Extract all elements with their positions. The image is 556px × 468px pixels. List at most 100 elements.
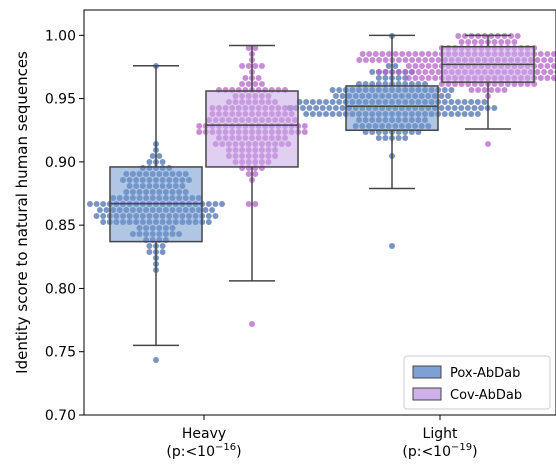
data-point bbox=[488, 87, 495, 93]
data-point bbox=[491, 39, 498, 45]
data-point bbox=[405, 75, 412, 81]
data-point bbox=[93, 213, 100, 219]
y-tick-label: 0.75 bbox=[45, 345, 76, 361]
data-point bbox=[428, 57, 435, 63]
data-point bbox=[455, 99, 461, 105]
x-tick-sublabel: (p:<10−16) bbox=[166, 442, 241, 460]
data-point bbox=[419, 51, 425, 57]
data-point bbox=[205, 201, 212, 207]
data-point bbox=[100, 219, 107, 225]
data-point bbox=[409, 69, 416, 75]
data-point bbox=[303, 111, 310, 117]
data-point bbox=[471, 105, 478, 111]
data-point bbox=[369, 57, 376, 63]
data-point bbox=[544, 51, 551, 57]
data-point bbox=[159, 249, 166, 255]
data-point bbox=[448, 99, 455, 105]
data-point bbox=[252, 63, 259, 69]
legend-swatch bbox=[412, 365, 442, 379]
data-point bbox=[212, 213, 219, 219]
data-point bbox=[422, 57, 429, 63]
data-point bbox=[409, 57, 416, 63]
data-point bbox=[202, 207, 209, 213]
legend-label: Cov-AbDab bbox=[450, 388, 522, 403]
data-point bbox=[514, 33, 521, 39]
data-point bbox=[461, 111, 468, 117]
data-point bbox=[245, 63, 252, 69]
data-point bbox=[375, 75, 382, 81]
data-point bbox=[379, 51, 386, 57]
data-point bbox=[309, 99, 316, 105]
data-point bbox=[422, 69, 429, 75]
y-tick-label: 1.00 bbox=[45, 28, 76, 44]
x-tick-sublabel: (p:<10−19) bbox=[402, 442, 477, 460]
data-point bbox=[385, 63, 392, 69]
y-tick-label: 0.90 bbox=[45, 155, 76, 171]
data-point bbox=[412, 75, 419, 81]
data-point bbox=[455, 33, 462, 39]
data-point bbox=[326, 105, 333, 111]
data-point bbox=[547, 69, 554, 75]
data-point bbox=[474, 111, 481, 117]
data-point bbox=[471, 39, 478, 45]
data-point bbox=[332, 105, 339, 111]
data-point bbox=[392, 51, 399, 57]
data-point bbox=[395, 69, 402, 75]
legend-label: Pox-AbDab bbox=[450, 366, 520, 381]
data-point bbox=[336, 87, 343, 93]
data-point bbox=[458, 39, 465, 45]
data-point bbox=[100, 213, 107, 219]
data-point bbox=[402, 69, 409, 75]
data-point bbox=[87, 201, 93, 207]
data-point bbox=[242, 75, 249, 81]
data-point bbox=[494, 87, 501, 93]
data-point bbox=[425, 63, 432, 69]
y-tick-label: 0.70 bbox=[45, 408, 76, 424]
data-point bbox=[356, 57, 363, 63]
data-point bbox=[547, 57, 554, 63]
data-point bbox=[405, 63, 412, 69]
data-point bbox=[432, 51, 439, 57]
data-point bbox=[478, 105, 485, 111]
data-point bbox=[159, 159, 166, 165]
box-layer bbox=[109, 34, 535, 347]
data-point bbox=[252, 81, 259, 87]
data-point bbox=[329, 111, 336, 117]
data-point bbox=[382, 75, 389, 81]
data-point bbox=[336, 111, 343, 117]
data-point bbox=[455, 111, 461, 117]
data-point bbox=[428, 69, 435, 75]
data-point bbox=[435, 69, 442, 75]
data-point bbox=[405, 51, 412, 57]
data-point bbox=[402, 135, 409, 141]
data-point bbox=[465, 39, 472, 45]
data-point bbox=[362, 57, 369, 63]
data-point bbox=[541, 69, 548, 75]
data-point bbox=[196, 123, 203, 129]
data-point bbox=[382, 135, 389, 141]
data-point bbox=[339, 105, 346, 111]
data-point bbox=[196, 129, 203, 135]
data-point bbox=[481, 87, 488, 93]
data-point bbox=[392, 63, 399, 69]
data-point bbox=[419, 75, 425, 81]
data-point bbox=[441, 87, 448, 93]
data-point bbox=[329, 87, 336, 93]
data-point bbox=[395, 75, 402, 81]
y-axis-label: Identity score to natural human sequence… bbox=[13, 51, 31, 374]
data-point bbox=[432, 75, 439, 81]
data-point bbox=[303, 99, 310, 105]
data-point bbox=[419, 63, 425, 69]
axes-frame bbox=[83, 9, 556, 416]
data-point bbox=[441, 99, 448, 105]
data-point bbox=[339, 93, 346, 99]
y-tick-label: 0.85 bbox=[45, 218, 76, 234]
y-tick-label: 0.80 bbox=[45, 281, 76, 297]
data-point bbox=[239, 81, 246, 87]
data-point bbox=[306, 105, 313, 111]
data-point bbox=[239, 63, 246, 69]
data-point bbox=[212, 201, 219, 207]
data-point bbox=[376, 57, 383, 63]
data-point bbox=[245, 81, 252, 87]
data-point bbox=[508, 33, 515, 39]
